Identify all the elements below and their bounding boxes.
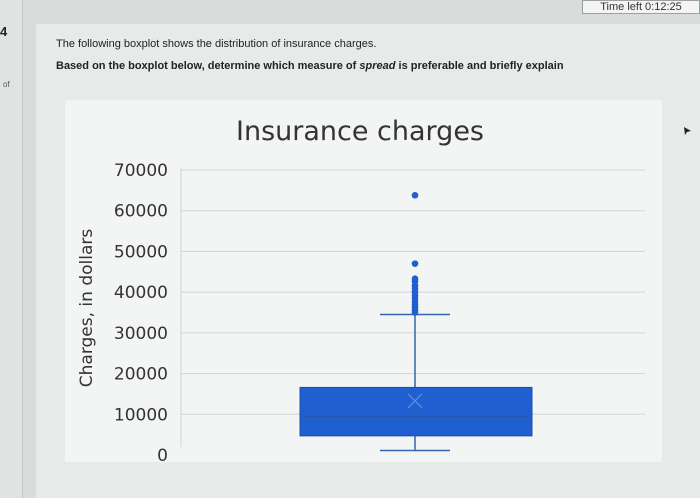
mean-marker	[407, 393, 423, 409]
y-tick-label: 0	[157, 446, 168, 462]
question-number: 4	[0, 24, 8, 39]
y-tick-label: 50000	[114, 242, 168, 262]
question-text: The following boxplot shows the distribu…	[56, 38, 377, 50]
y-tick-label: 60000	[114, 202, 168, 222]
question-prompt-emphasis: spread	[359, 60, 396, 72]
question-of-label: of	[3, 80, 10, 89]
question-prompt-suffix: is preferable and briefly explain	[395, 60, 564, 72]
y-tick-label: 10000	[114, 405, 168, 425]
time-left-indicator: Time left 0:12:25	[582, 0, 700, 14]
y-tick-label: 70000	[114, 161, 168, 181]
y-axis-label: Charges, in dollars	[77, 229, 97, 388]
boxplot-chart: Insurance charges Charges, in dollars 0 100…	[77, 116, 645, 466]
boxplot-chart-card: Insurance charges Charges, in dollars 0 100…	[65, 100, 662, 466]
outlier-point	[411, 275, 419, 283]
outlier-point	[411, 260, 419, 267]
mouse-cursor-icon	[684, 127, 691, 135]
iqr-box	[299, 386, 533, 437]
chart-title: Insurance charges	[236, 116, 484, 147]
question-prompt-prefix: Based on the boxplot below, determine wh…	[56, 60, 360, 72]
y-tick-label: 40000	[114, 283, 168, 303]
outlier-point	[411, 191, 419, 199]
question-prompt: Based on the boxplot below, determine wh…	[56, 60, 564, 72]
y-tick-label: 30000	[114, 324, 168, 344]
y-tick-label: 20000	[114, 365, 168, 385]
left-strip: 4 of	[0, 0, 23, 498]
